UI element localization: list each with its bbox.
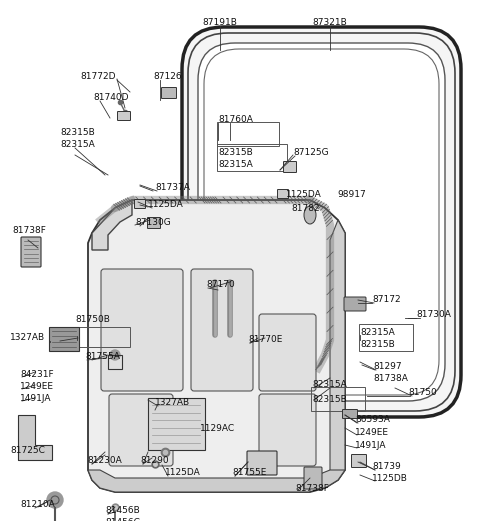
Circle shape <box>110 350 120 360</box>
Text: 82315A: 82315A <box>360 328 395 337</box>
Text: 1249EE: 1249EE <box>355 428 389 437</box>
FancyBboxPatch shape <box>247 451 277 475</box>
Text: 87130G: 87130G <box>135 218 171 227</box>
Text: 81725C: 81725C <box>10 446 45 455</box>
FancyBboxPatch shape <box>343 410 358 418</box>
Text: 1125DA: 1125DA <box>148 200 184 209</box>
Text: 81297: 81297 <box>373 362 402 371</box>
Text: 81760A: 81760A <box>218 115 253 124</box>
Polygon shape <box>88 200 345 492</box>
Text: 81210A: 81210A <box>20 500 55 509</box>
Text: 81739: 81739 <box>372 462 401 471</box>
Text: 98917: 98917 <box>337 190 366 199</box>
Text: 81770E: 81770E <box>248 335 282 344</box>
Text: 1125DA: 1125DA <box>286 190 322 199</box>
FancyBboxPatch shape <box>284 162 297 172</box>
FancyBboxPatch shape <box>344 297 366 311</box>
Text: 82315A: 82315A <box>218 160 253 169</box>
Text: 81750: 81750 <box>408 388 437 397</box>
FancyBboxPatch shape <box>109 394 173 466</box>
Text: 87172: 87172 <box>372 295 401 304</box>
FancyBboxPatch shape <box>134 200 145 208</box>
Polygon shape <box>148 398 205 450</box>
Text: 82315B: 82315B <box>60 128 95 137</box>
FancyBboxPatch shape <box>277 190 288 199</box>
Text: 1327AB: 1327AB <box>155 398 190 407</box>
FancyBboxPatch shape <box>118 111 131 120</box>
FancyBboxPatch shape <box>259 314 316 391</box>
FancyBboxPatch shape <box>191 269 253 391</box>
Text: 81750B: 81750B <box>75 315 110 324</box>
Polygon shape <box>92 200 132 250</box>
Text: 81730A: 81730A <box>416 310 451 319</box>
Text: 1129AC: 1129AC <box>200 424 235 433</box>
FancyBboxPatch shape <box>198 43 445 401</box>
Text: 81738F: 81738F <box>12 226 46 235</box>
Polygon shape <box>18 415 52 460</box>
Text: 87126: 87126 <box>153 72 181 81</box>
Text: 1125DA: 1125DA <box>165 468 201 477</box>
Text: 81782: 81782 <box>291 204 320 213</box>
Text: 82315A: 82315A <box>60 140 95 149</box>
FancyBboxPatch shape <box>182 27 461 417</box>
Text: 1249EE: 1249EE <box>20 382 54 391</box>
Text: 82315A: 82315A <box>312 380 347 389</box>
Text: 81230A: 81230A <box>87 456 122 465</box>
Text: 82315B: 82315B <box>218 148 253 157</box>
Text: 81738A: 81738A <box>373 374 408 383</box>
Text: 1125DB: 1125DB <box>372 474 408 483</box>
FancyBboxPatch shape <box>259 394 316 466</box>
Text: 81738F: 81738F <box>295 484 329 493</box>
Text: 81755A: 81755A <box>85 352 120 361</box>
Text: 81456C: 81456C <box>105 518 140 521</box>
Text: 87125G: 87125G <box>293 148 329 157</box>
FancyBboxPatch shape <box>147 217 160 229</box>
Polygon shape <box>88 470 345 492</box>
FancyBboxPatch shape <box>304 467 322 489</box>
Polygon shape <box>330 220 345 480</box>
Circle shape <box>47 492 63 508</box>
Text: 86593A: 86593A <box>355 415 390 424</box>
Text: 87170: 87170 <box>206 280 235 289</box>
Text: 81755E: 81755E <box>232 468 266 477</box>
FancyBboxPatch shape <box>49 327 79 351</box>
Text: 1327AB: 1327AB <box>10 333 45 342</box>
Text: 82315B: 82315B <box>312 395 347 404</box>
Text: 87321B: 87321B <box>312 18 348 27</box>
Text: 81772D: 81772D <box>81 72 116 81</box>
FancyBboxPatch shape <box>351 454 367 467</box>
Text: 81740D: 81740D <box>93 93 129 102</box>
Text: 81737A: 81737A <box>155 183 190 192</box>
FancyBboxPatch shape <box>101 269 183 391</box>
Text: 1491JA: 1491JA <box>20 394 51 403</box>
Text: 81456B: 81456B <box>105 506 140 515</box>
Text: 87191B: 87191B <box>203 18 238 27</box>
FancyBboxPatch shape <box>161 88 177 98</box>
Text: 84231F: 84231F <box>20 370 54 379</box>
Ellipse shape <box>304 206 316 224</box>
FancyBboxPatch shape <box>21 237 41 267</box>
Text: 81290: 81290 <box>140 456 168 465</box>
Text: 1491JA: 1491JA <box>355 441 386 450</box>
Text: 82315B: 82315B <box>360 340 395 349</box>
